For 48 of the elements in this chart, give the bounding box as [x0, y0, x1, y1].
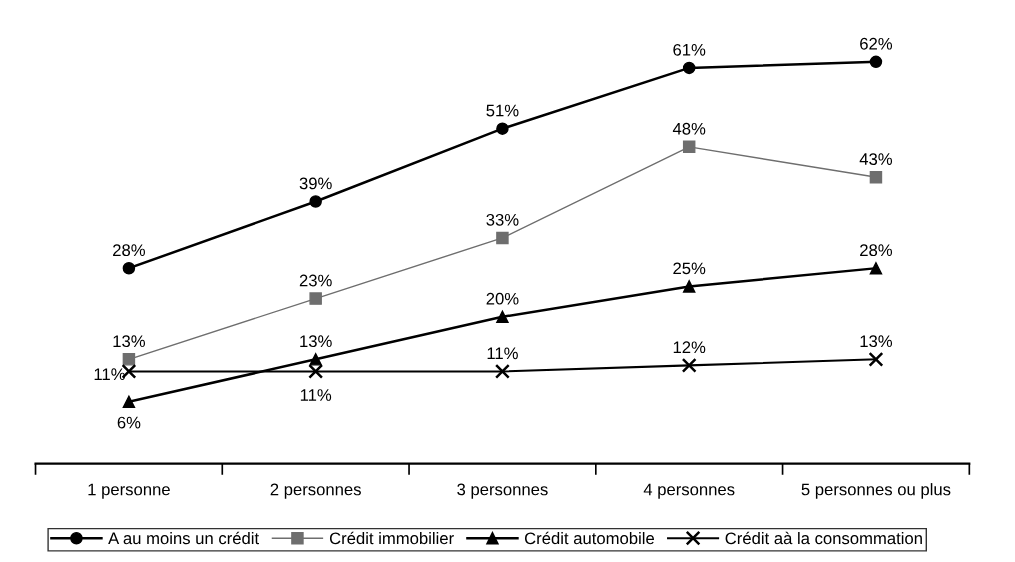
point	[682, 280, 696, 293]
data-label: 11%	[94, 368, 125, 381]
data-label: 48%	[672, 122, 706, 135]
point	[681, 357, 697, 373]
legend-label: Crédit automobile	[524, 531, 654, 545]
point	[494, 363, 510, 379]
point	[869, 55, 883, 69]
data-label: 28%	[113, 244, 145, 257]
point	[122, 353, 136, 366]
data-label: 23%	[299, 274, 332, 287]
point	[309, 195, 322, 208]
data-label: 11%	[487, 347, 518, 360]
data-label: 33%	[486, 213, 519, 226]
x-tick-label: 5 personnes ou plus	[801, 483, 951, 499]
point	[496, 231, 509, 245]
data-label: 28%	[860, 244, 893, 257]
data-label: 13%	[860, 335, 893, 348]
x-tick-label: 2 personnes	[270, 483, 361, 499]
data-label: 51%	[486, 104, 519, 117]
data-label: 61%	[673, 43, 706, 56]
point	[309, 353, 322, 366]
legend-label: Crédit immobilier	[329, 531, 454, 545]
legend-label: A au moins un crédit	[108, 531, 259, 545]
point	[309, 292, 322, 305]
point	[682, 140, 696, 154]
data-label: 13%	[113, 335, 145, 348]
data-label: 11%	[300, 389, 332, 401]
legend-label: Crédit aà la consommation	[725, 531, 922, 545]
data-label: 43%	[859, 153, 893, 165]
data-label: 13%	[300, 335, 332, 348]
data-label: 6%	[117, 416, 141, 429]
point	[308, 363, 324, 379]
x-tick-label: 1 personne	[88, 483, 170, 499]
data-label: 12%	[673, 341, 706, 354]
point	[868, 351, 884, 367]
point	[496, 310, 509, 324]
point	[122, 261, 136, 275]
data-label: 62%	[860, 37, 893, 50]
point	[682, 61, 696, 75]
point	[869, 261, 883, 275]
data-label: 39%	[299, 177, 332, 190]
data-label: 20%	[486, 292, 519, 305]
point	[122, 395, 136, 409]
x-tick-label: 4 personnes	[643, 483, 735, 499]
point	[496, 122, 509, 135]
x-tick-label: 3 personnes	[457, 483, 548, 499]
data-label: 25%	[673, 262, 706, 275]
point	[869, 170, 883, 184]
